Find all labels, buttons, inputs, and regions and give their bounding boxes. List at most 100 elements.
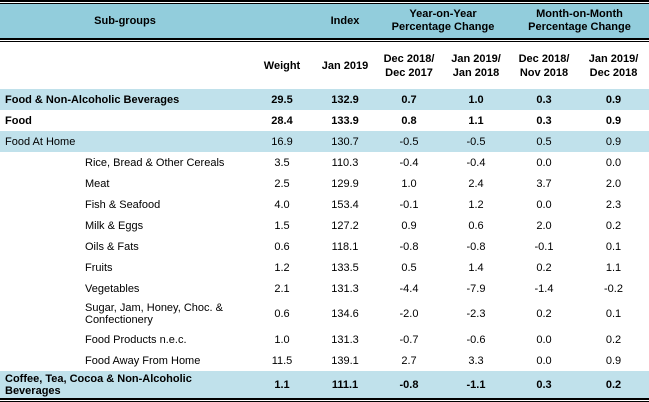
cell-mom-curr: 2.3	[605, 198, 622, 211]
table-row: Food 28.4 133.9 0.8 1.1 0.3 0.9	[0, 110, 649, 131]
cell-mom-curr: 0.0	[605, 156, 622, 169]
cell-yoy-curr: 3.3	[468, 354, 484, 367]
cell-mom-prev: -1.4	[534, 282, 554, 295]
cell-mom-curr: 0.2	[605, 219, 622, 232]
cell-index: 110.3	[331, 156, 359, 169]
cell-weight: 0.6	[274, 308, 290, 320]
cell-mom-prev: 0.3	[536, 378, 552, 391]
cell-weight: 1.1	[274, 378, 290, 391]
cell-yoy-curr: 1.4	[468, 261, 484, 274]
cell-yoy-curr: -2.3	[466, 308, 486, 320]
header-subgroups: Sub-groups	[94, 14, 156, 27]
cell-index: 131.3	[331, 333, 359, 346]
header-mom-jan2019-dec2018: Jan 2019/ Dec 2018	[588, 52, 639, 79]
cell-weight: 3.5	[274, 156, 290, 169]
cell-index: 133.5	[331, 261, 359, 274]
cell-mom-prev: 0.0	[536, 354, 552, 367]
row-label: Vegetables	[85, 282, 140, 295]
cell-yoy-curr: -0.5	[466, 135, 486, 148]
mid-double-rule	[0, 38, 649, 42]
row-label: Food At Home	[5, 135, 76, 148]
cell-index: 134.6	[331, 308, 359, 320]
cell-weight: 2.1	[274, 282, 290, 295]
cell-yoy-prev: -0.1	[399, 198, 419, 211]
table-row: Food Away From Home 11.5 139.1 2.7 3.3 0…	[0, 350, 649, 371]
row-label: Food	[5, 114, 32, 127]
table-row: Rice, Bread & Other Cereals 3.5 110.3 -0…	[0, 152, 649, 173]
cell-weight: 1.0	[274, 333, 290, 346]
row-label: Fruits	[85, 261, 113, 274]
cell-yoy-prev: -0.8	[399, 240, 419, 253]
row-label: Rice, Bread & Other Cereals	[85, 156, 225, 169]
cell-yoy-prev: -0.7	[399, 333, 419, 346]
cell-yoy-curr: -0.4	[466, 156, 486, 169]
table-row: Food & Non-Alcoholic Beverages 29.5 132.…	[0, 89, 649, 110]
table-row: Coffee, Tea, Cocoa & Non-Alcoholic Bever…	[0, 371, 649, 398]
cell-weight: 11.5	[271, 354, 293, 367]
row-label: Milk & Eggs	[85, 219, 144, 232]
row-label: Food & Non-Alcoholic Beverages	[5, 93, 180, 106]
cell-yoy-curr: -1.1	[466, 378, 486, 391]
cell-index: 118.1	[331, 240, 359, 253]
table-header-columns: Weight Jan 2019 Dec 2018/ Dec 2017 Jan 2…	[0, 42, 649, 89]
cell-weight: 28.4	[271, 114, 293, 127]
cell-weight: 2.5	[274, 177, 290, 190]
cell-mom-prev: 0.2	[536, 261, 552, 274]
cell-yoy-curr: 2.4	[468, 177, 484, 190]
cell-yoy-curr: 1.2	[468, 198, 484, 211]
table-row: Milk & Eggs 1.5 127.2 0.9 0.6 2.0 0.2	[0, 215, 649, 236]
cell-weight: 4.0	[274, 198, 290, 211]
cell-yoy-curr: -0.6	[466, 333, 486, 346]
cell-mom-curr: 0.9	[605, 93, 622, 106]
header-index: Index	[330, 14, 360, 27]
cell-index: 153.4	[331, 198, 359, 211]
cell-mom-curr: 1.1	[605, 261, 622, 274]
header-jan-2019: Jan 2019	[321, 59, 369, 72]
cell-yoy-curr: 1.1	[468, 114, 484, 127]
table-row: Fish & Seafood 4.0 153.4 -0.1 1.2 0.0 2.…	[0, 194, 649, 215]
bottom-double-rule	[0, 398, 649, 402]
row-label: Fish & Seafood	[85, 198, 161, 211]
table-row: Food Products n.e.c. 1.0 131.3 -0.7 -0.6…	[0, 329, 649, 350]
cell-index: 127.2	[331, 219, 359, 232]
row-label: Sugar, Jam, Honey, Choc. & Confectionery	[85, 302, 223, 326]
cell-mom-curr: 0.1	[605, 240, 622, 253]
cell-mom-prev: 0.0	[536, 156, 552, 169]
cell-index: 130.7	[331, 135, 359, 148]
header-yoy-jan2019-jan2018: Jan 2019/ Jan 2018	[451, 52, 501, 79]
cell-mom-curr: 0.2	[605, 378, 622, 391]
row-label: Oils & Fats	[85, 240, 139, 253]
cell-yoy-curr: 1.0	[468, 93, 484, 106]
cell-yoy-prev: -2.0	[399, 308, 419, 320]
header-weight: Weight	[263, 59, 301, 72]
row-label: Food Away From Home	[85, 354, 201, 367]
cell-mom-prev: 0.0	[536, 333, 552, 346]
cell-mom-curr: 0.9	[605, 135, 622, 148]
cell-index: 139.1	[331, 354, 359, 367]
top-double-rule	[0, 0, 649, 4]
cell-yoy-prev: 0.5	[401, 261, 417, 274]
cell-yoy-prev: -0.5	[399, 135, 419, 148]
cell-weight: 16.9	[271, 135, 293, 148]
cell-index: 133.9	[331, 114, 359, 127]
cell-mom-prev: 0.2	[536, 308, 552, 320]
cell-yoy-curr: -0.8	[466, 240, 486, 253]
table-row: Food At Home 16.9 130.7 -0.5 -0.5 0.5 0.…	[0, 131, 649, 152]
cell-mom-prev: 0.0	[536, 198, 552, 211]
cell-yoy-prev: -4.4	[399, 282, 419, 295]
cell-yoy-curr: 0.6	[468, 219, 484, 232]
cell-index: 111.1	[331, 378, 359, 391]
cell-yoy-curr: -7.9	[466, 282, 486, 295]
table-body: Food & Non-Alcoholic Beverages 29.5 132.…	[0, 89, 649, 398]
cell-mom-prev: 2.0	[536, 219, 552, 232]
cell-mom-curr: 0.9	[605, 114, 622, 127]
row-label: Food Products n.e.c.	[85, 333, 187, 346]
row-label: Coffee, Tea, Cocoa & Non-Alcoholic Bever…	[5, 372, 192, 397]
cell-mom-prev: -0.1	[534, 240, 554, 253]
cell-weight: 29.5	[271, 93, 293, 106]
cell-yoy-prev: -0.4	[399, 156, 419, 169]
cell-mom-prev: 0.3	[536, 93, 552, 106]
cell-index: 131.3	[331, 282, 359, 295]
cell-mom-curr: 2.0	[605, 177, 622, 190]
